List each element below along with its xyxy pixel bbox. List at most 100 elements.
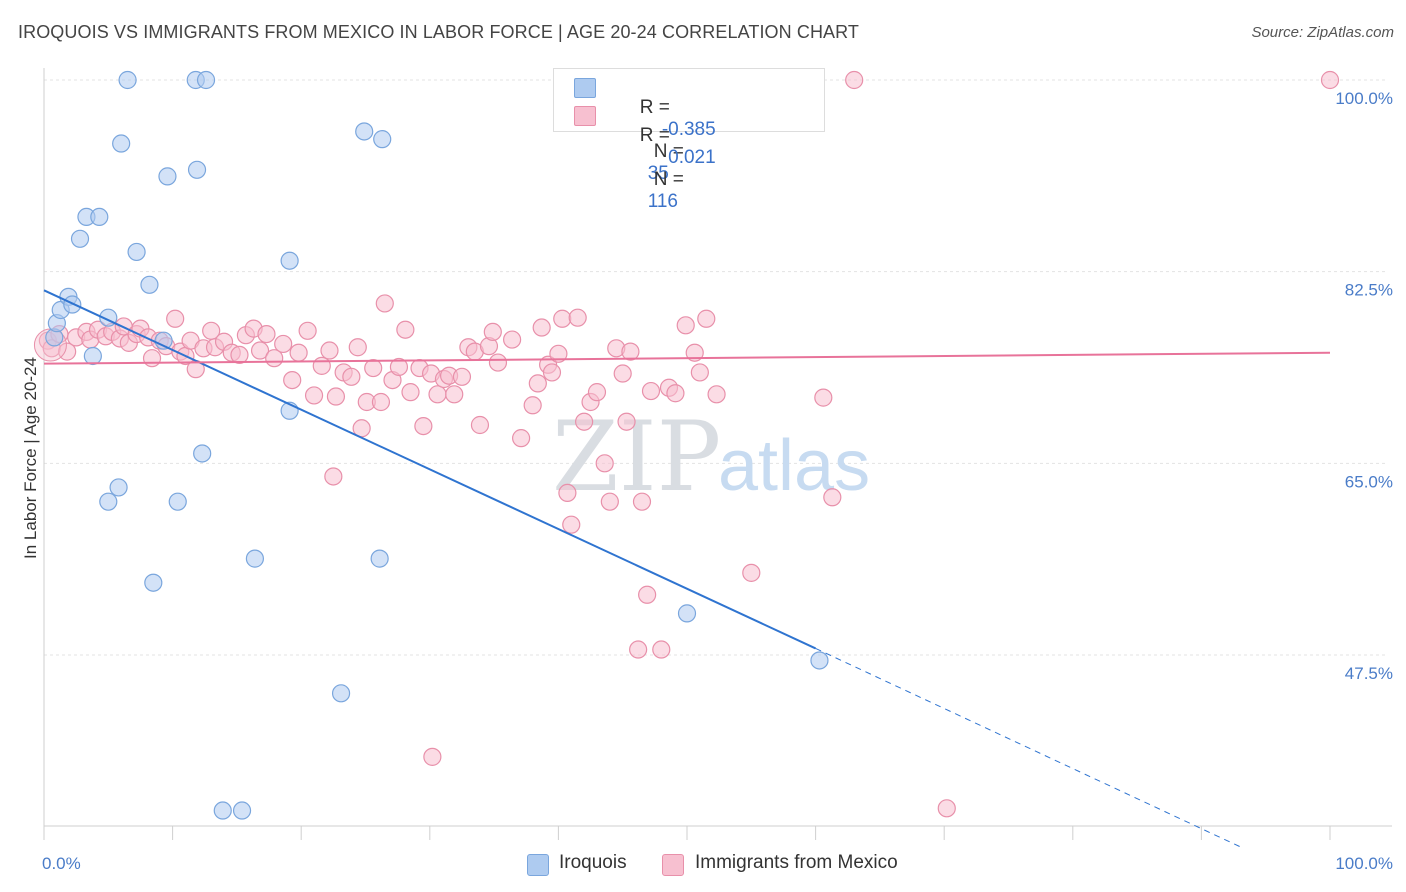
data-point (331, 684, 351, 703)
data-point (118, 70, 137, 90)
data-point (127, 242, 146, 262)
y-tick-label: 65.0% (1345, 472, 1393, 491)
data-point (414, 416, 433, 436)
data-point (823, 488, 842, 507)
y-tick-label: 47.5% (1345, 664, 1393, 683)
legend-n-label: N = (653, 141, 684, 162)
data-point (638, 585, 657, 604)
data-point (83, 346, 102, 366)
data-point (70, 229, 90, 248)
y-tick-label: 82.5% (1345, 281, 1393, 300)
legend-r-label: R = (639, 125, 670, 146)
data-point (257, 324, 276, 344)
data-point (595, 454, 614, 473)
y-axis-label: In Labor Force | Age 20-24 (21, 357, 40, 559)
data-point (158, 167, 177, 186)
trend-line-mexico (43, 351, 1331, 365)
data-point (428, 385, 447, 404)
data-point (320, 341, 339, 360)
data-point (666, 384, 685, 403)
data-point (324, 467, 343, 486)
data-point (187, 160, 207, 179)
data-point (452, 367, 472, 386)
data-point (483, 322, 502, 342)
data-point (283, 370, 302, 390)
series-mexico-points (33, 70, 1340, 818)
data-point (112, 134, 131, 153)
data-point (99, 492, 118, 511)
watermark-atlas: atlas (718, 426, 870, 506)
data-point (326, 387, 346, 406)
data-point (389, 357, 409, 377)
data-point (613, 364, 632, 383)
legend-label-mexico: Immigrants from Mexico (695, 852, 898, 873)
data-point (575, 412, 594, 431)
data-point (213, 801, 232, 820)
axes (43, 68, 1392, 840)
data-point (814, 388, 833, 407)
series-iroquois-points (45, 70, 829, 820)
data-point (845, 70, 864, 90)
trend-line-iroquois (43, 289, 817, 650)
data-point (677, 604, 697, 623)
data-point (697, 309, 716, 328)
data-point (232, 801, 252, 820)
trend-lines (43, 289, 1331, 848)
data-point (355, 122, 374, 141)
data-point (676, 316, 695, 335)
data-point (396, 320, 415, 339)
correlation-legend: R = -0.385 N = 35 R = 0.021 N = 116 (553, 68, 825, 212)
data-point (632, 492, 652, 511)
data-point (289, 343, 308, 362)
x-tick-label: 0.0% (42, 854, 81, 873)
legend-swatch-mexico (662, 854, 684, 876)
data-point (690, 363, 709, 382)
data-point (230, 345, 249, 365)
data-point (274, 334, 293, 354)
data-point (298, 321, 317, 340)
data-point (245, 549, 265, 568)
y-tick-labels: 47.5% 65.0% 82.5% 100.0% (1335, 89, 1393, 683)
legend-swatch-mexico (574, 106, 596, 126)
data-point (532, 318, 551, 337)
data-point (707, 385, 726, 404)
data-point (250, 341, 270, 360)
series-legend: Iroquois Immigrants from Mexico (0, 850, 1406, 880)
legend-r-value: 0.021 (668, 147, 716, 168)
data-point (342, 367, 361, 386)
data-point (375, 294, 394, 313)
data-point (370, 549, 389, 568)
data-point (503, 330, 522, 349)
data-point (470, 415, 490, 435)
source-label: Source: ZipAtlas.com (1251, 24, 1394, 41)
data-point (373, 130, 392, 149)
legend-n-value: 35 (647, 163, 669, 184)
data-point (280, 251, 299, 270)
data-point (445, 385, 464, 404)
data-point (63, 295, 82, 314)
data-point (144, 573, 163, 592)
data-point (512, 429, 531, 448)
data-point (364, 358, 383, 378)
legend-n-label: N = (653, 169, 684, 190)
data-point (312, 356, 331, 375)
data-point (166, 309, 185, 328)
data-point (568, 308, 587, 327)
data-point (348, 338, 367, 357)
data-point (196, 70, 216, 90)
legend-r-label: R = (639, 97, 670, 118)
data-point (549, 344, 568, 363)
x-tick-labels: 0.0% 100.0% (42, 854, 1393, 873)
data-point (58, 342, 77, 361)
data-point (140, 275, 159, 294)
x-tick-label: 100.0% (1335, 854, 1393, 873)
trend-line-iroquois-extension (815, 647, 1241, 848)
legend-label-iroquois: Iroquois (559, 852, 627, 873)
data-point (641, 381, 661, 401)
data-point (742, 563, 761, 582)
data-point (562, 515, 581, 534)
legend-swatch-iroquois (574, 78, 596, 98)
data-point (1320, 70, 1340, 90)
data-point (810, 651, 829, 670)
